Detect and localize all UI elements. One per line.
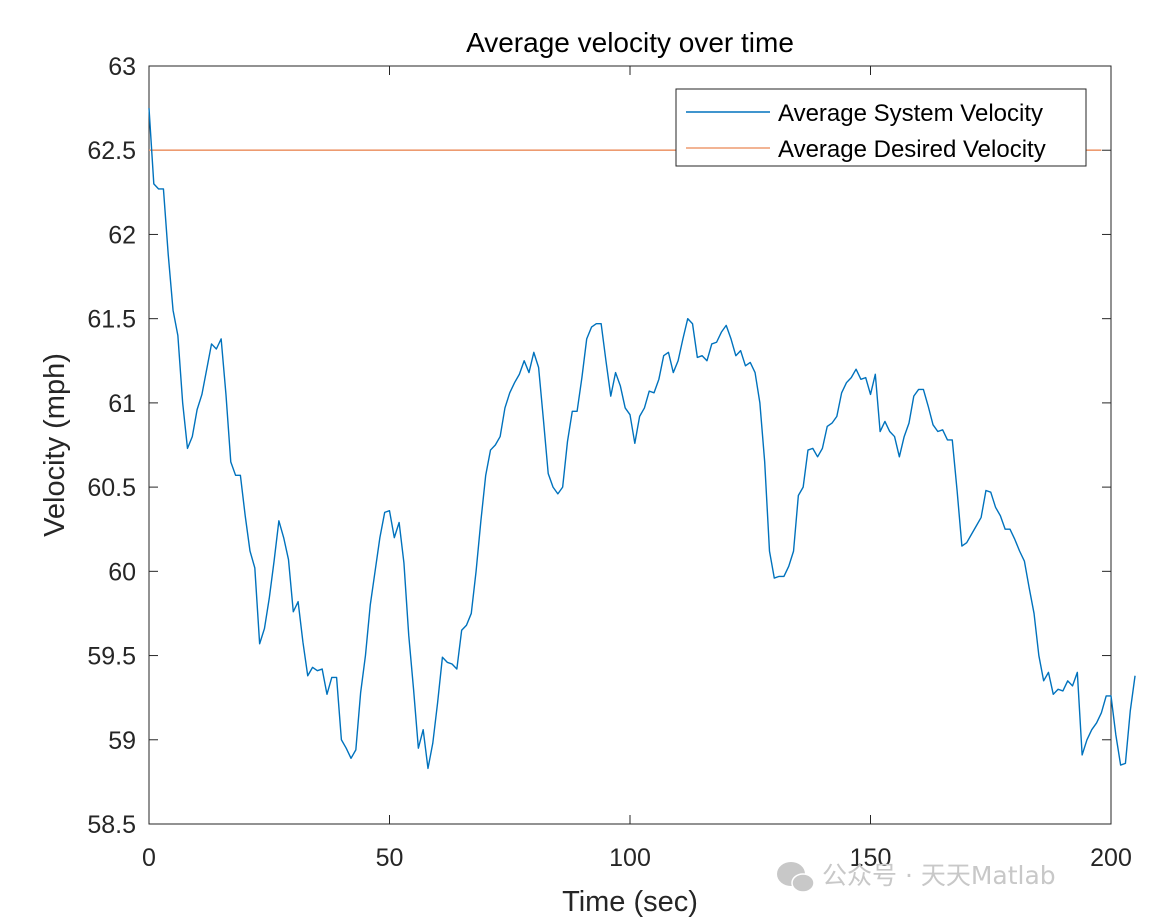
- legend-box: [675, 88, 1087, 167]
- y-tick-label: 59: [108, 727, 136, 755]
- watermark-text: 公众号 · 天天Matlab: [822, 861, 1056, 890]
- y-axis: 58.5 59 59.5 60 60.5 61 61.5 62 62.5 63: [87, 53, 1111, 839]
- legend-label-system-velocity: Average System Velocity: [778, 100, 1043, 127]
- y-tick-label: 58.5: [87, 811, 136, 839]
- y-tick-label: 60.5: [87, 474, 136, 502]
- wechat-icon: [777, 862, 815, 893]
- y-tick-label: 59.5: [87, 643, 136, 671]
- x-tick-label: 50: [376, 844, 404, 872]
- x-tick-label: 150: [850, 844, 892, 872]
- y-tick-label: 61: [108, 390, 136, 418]
- watermark: 公众号 · 天天Matlab: [777, 861, 1056, 893]
- y-tick-label: 63: [108, 53, 136, 81]
- x-axis-label: Time (sec): [562, 886, 698, 918]
- y-tick-label: 62: [108, 221, 136, 249]
- y-tick-label: 61.5: [87, 306, 136, 334]
- x-tick-label: 100: [609, 844, 651, 872]
- x-tick-label: 200: [1090, 844, 1132, 872]
- x-tick-label: 0: [142, 844, 156, 872]
- y-tick-label: 62.5: [87, 137, 136, 165]
- series-line-system-velocity: [148, 108, 1136, 770]
- y-tick-label: 60: [108, 558, 136, 586]
- legend-label-desired-velocity: Average Desired Velocity: [778, 136, 1046, 163]
- x-axis: 0 50 100 150 200: [142, 66, 1132, 872]
- plot-frame: [148, 65, 1112, 825]
- y-axis-label: Velocity (mph): [39, 353, 71, 537]
- chart-title: Average velocity over time: [466, 27, 794, 58]
- legend: Average System Velocity Average Desired …: [675, 88, 1087, 167]
